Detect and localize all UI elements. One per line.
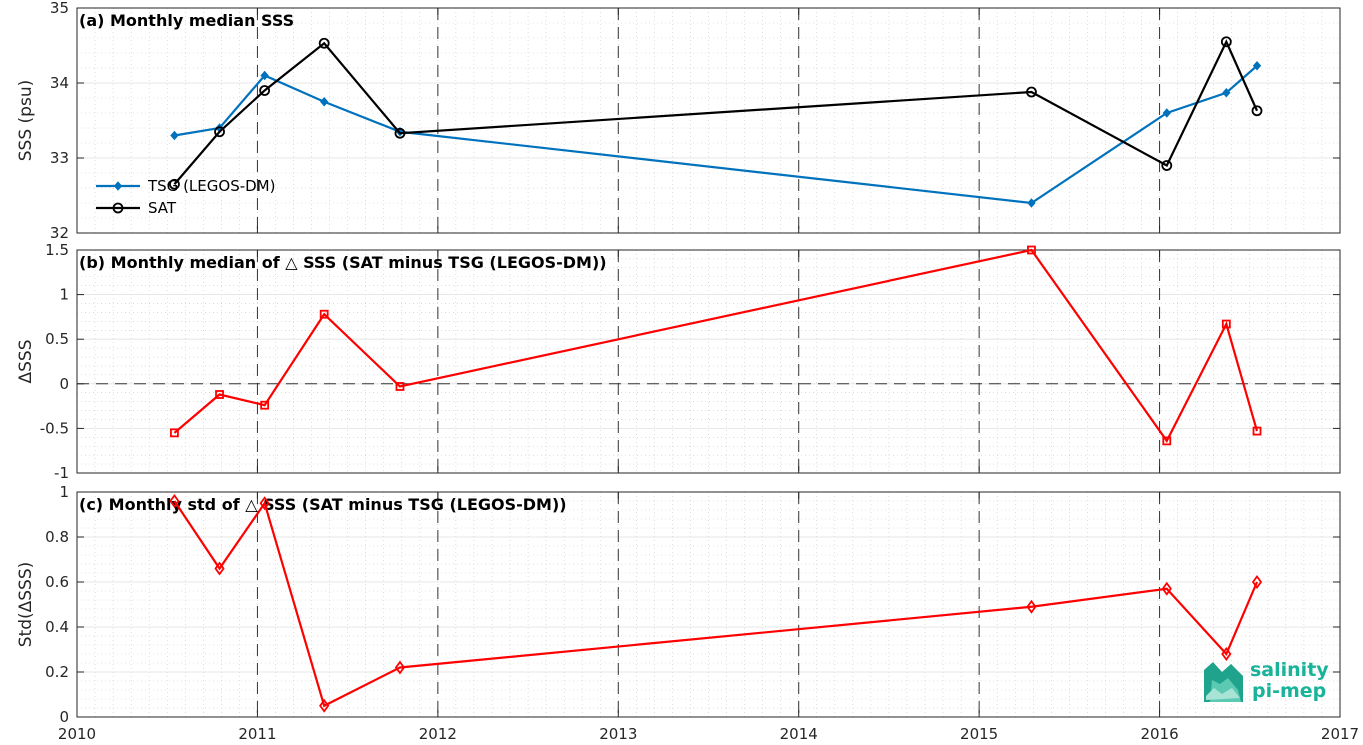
data-point (215, 390, 224, 399)
legend: TSG (LEGOS-DM) SAT (96, 177, 275, 217)
data-point (320, 96, 329, 107)
data-point (112, 202, 124, 214)
data-point (259, 496, 270, 511)
y-tick-label: 0.4 (45, 618, 69, 636)
data-point (1221, 319, 1231, 329)
data-point (1251, 105, 1263, 117)
y-tick-label: 1 (59, 286, 69, 304)
data-point (394, 660, 406, 675)
data-point (395, 382, 405, 391)
series-line (173, 248, 1259, 444)
data-point (169, 493, 180, 509)
panels: 32 33 34 35 SSS (psu) (a) Monthly median SSS T… (16, 0, 1359, 743)
data-point (170, 428, 179, 438)
series-line (173, 39, 1259, 185)
y-tick-label: 0.8 (45, 528, 69, 546)
data-point (319, 309, 329, 319)
tick-marks (76, 7, 1341, 234)
y-tick-label: 0.5 (45, 330, 69, 348)
y-axis-label: SSS (psu) (16, 80, 36, 161)
series-sat (169, 36, 1263, 190)
y-tick-label: 0 (59, 708, 69, 726)
data-point (259, 85, 271, 96)
x-tick-label: 2010 (58, 725, 96, 743)
axes-frame (76, 249, 1341, 474)
plot-area (77, 250, 1340, 473)
panel-title: (c) Monthly std of △ SSS (SAT minus TSG … (79, 495, 567, 514)
y-tick-label: 0.2 (45, 663, 69, 681)
data-point (318, 37, 330, 49)
data-point (394, 127, 406, 139)
y-tick-label: 33 (50, 149, 69, 167)
data-point (113, 181, 123, 191)
series-delta-sss (170, 245, 1262, 446)
y-tick-label: 32 (50, 224, 69, 242)
data-point (260, 70, 269, 81)
panel-title: (a) Monthly median SSS (79, 11, 294, 30)
data-point (1026, 599, 1037, 614)
series-delta-sss (169, 493, 1263, 713)
y-tick-label: 0 (59, 375, 69, 393)
panel-a: 32 33 34 35 SSS (psu) (a) Monthly median SSS T… (16, 0, 1341, 242)
legend-entry: SAT (148, 199, 177, 217)
data-point (1162, 108, 1171, 118)
x-tick-label: 2014 (780, 725, 818, 743)
logo-line2: pi-mep (1252, 680, 1326, 702)
data-point (1220, 36, 1232, 48)
x-tick-label: 2016 (1140, 725, 1178, 743)
axes-frame (76, 7, 1341, 234)
data-point (1252, 426, 1262, 436)
data-point (1027, 198, 1036, 208)
data-point (1251, 574, 1263, 590)
logo-line1: salinity (1250, 659, 1329, 681)
y-axis-label: ΔSSS (16, 339, 36, 383)
data-point (1161, 160, 1173, 171)
panel-title: (b) Monthly median of △ SSS (SAT minus T… (79, 253, 607, 272)
data-point (169, 178, 180, 190)
data-point (1222, 87, 1231, 98)
x-tick-label: 2015 (960, 725, 998, 743)
data-point (1252, 60, 1262, 71)
panel-b: -1 -0.5 0 0.5 1 1.5 ΔSSS (b) Monthly median of … (16, 241, 1341, 482)
data-point (214, 561, 225, 576)
y-tick-label: -0.5 (40, 419, 69, 437)
major-grid (77, 82, 1340, 159)
y-tick-label: 1 (59, 483, 69, 501)
y-tick-label: 35 (50, 0, 69, 17)
data-point (1026, 86, 1037, 98)
y-tick-label: 1.5 (45, 241, 69, 259)
x-tick-label: 2012 (419, 725, 457, 743)
x-tick-label: 2011 (238, 725, 276, 743)
data-point (170, 130, 179, 141)
series-line (173, 500, 1259, 708)
x-tick-label: 2017 (1321, 725, 1359, 743)
data-point (1221, 646, 1232, 662)
y-tick-label: -1 (54, 464, 69, 482)
data-point (1027, 245, 1036, 255)
legend-entry: TSG (LEGOS-DM) (147, 177, 275, 195)
tick-marks (76, 491, 1341, 718)
y-tick-label: 0.6 (45, 573, 69, 591)
tick-marks (76, 249, 1341, 474)
panel-c: 0 0.2 0.4 0.6 0.8 1 2010 2011 2012 2013 2014 2015 20… (16, 483, 1359, 743)
logo-icon (1204, 662, 1243, 702)
data-point (1161, 581, 1172, 596)
axes-frame (76, 491, 1341, 718)
y-tick-label: 34 (50, 74, 69, 92)
data-point (1162, 436, 1172, 446)
y-axis-label: Std(ΔSSS) (16, 562, 36, 648)
salinity-pi-mep-logo: salinity pi-mep (1204, 659, 1329, 702)
data-point (214, 126, 225, 138)
x-tick-label: 2013 (599, 725, 637, 743)
data-point (319, 698, 330, 713)
data-point (260, 400, 270, 410)
